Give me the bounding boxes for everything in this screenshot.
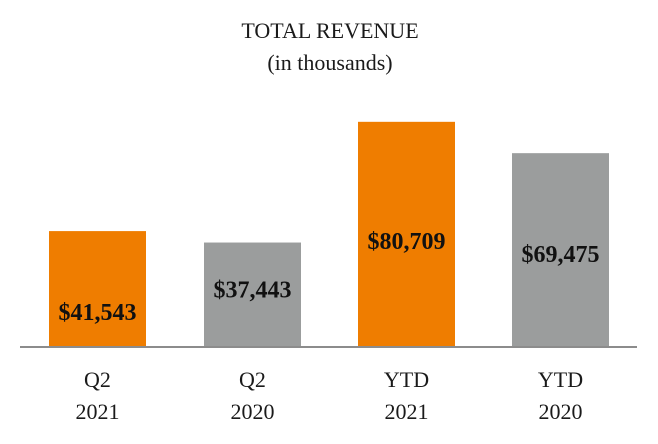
category-label-year-2: 2021 bbox=[385, 399, 429, 424]
bar-value-label-3: $69,475 bbox=[522, 242, 600, 268]
bar-value-label-1: $37,443 bbox=[214, 278, 292, 304]
chart-title: TOTAL REVENUE bbox=[241, 18, 418, 43]
category-label-year-3: 2020 bbox=[539, 399, 583, 424]
bar-value-label-0: $41,543 bbox=[59, 300, 137, 326]
category-label-year-0: 2021 bbox=[76, 399, 120, 424]
category-label-period-2: YTD bbox=[384, 367, 429, 392]
category-label-period-1: Q2 bbox=[239, 367, 266, 392]
category-label-year-1: 2020 bbox=[231, 399, 275, 424]
bar-2 bbox=[358, 121, 455, 347]
bar-1 bbox=[204, 242, 301, 347]
category-label-period-3: YTD bbox=[538, 367, 583, 392]
bar-0 bbox=[49, 231, 146, 347]
category-label-period-0: Q2 bbox=[84, 367, 111, 392]
bar-value-label-2: $80,709 bbox=[368, 229, 446, 255]
bar-3 bbox=[512, 153, 609, 347]
category-labels-group: Q2 2021 Q2 2020 YTD 2021 YTD 2020 bbox=[76, 367, 584, 424]
bars-group: $41,543 $37,443 $80,709 $69,475 bbox=[49, 121, 609, 347]
chart-subtitle: (in thousands) bbox=[267, 50, 392, 75]
